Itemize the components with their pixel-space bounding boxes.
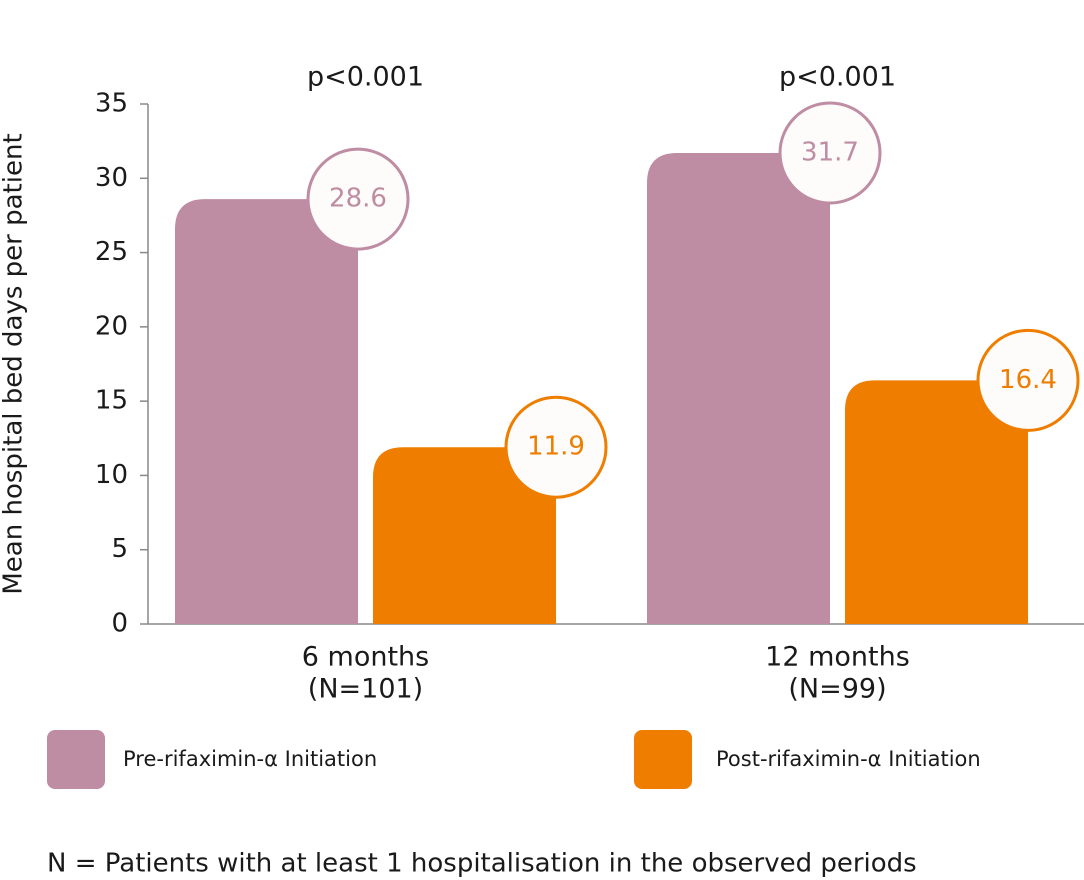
y-tick-label: 35 — [95, 89, 128, 119]
bar — [175, 199, 358, 625]
legend-label: Post-rifaximin-α Initiation — [716, 747, 981, 771]
y-axis-label: Mean hospital bed days per patient — [0, 133, 29, 594]
legend-label: Pre-rifaximin-α Initiation — [123, 747, 377, 771]
bar — [647, 153, 830, 624]
y-tick-label: 15 — [95, 386, 128, 416]
bar — [373, 447, 556, 624]
y-tick-label: 20 — [95, 311, 128, 341]
y-tick-label: 25 — [95, 237, 128, 267]
value-badge — [976, 328, 1080, 432]
value-badge — [778, 101, 882, 205]
legend-swatch — [47, 730, 105, 789]
value-label: 31.7 — [801, 138, 859, 168]
x-tick-note: (N=99) — [788, 674, 886, 705]
x-tick-label: 12 months — [765, 642, 910, 673]
y-tick-label: 0 — [111, 609, 128, 639]
annotation: p<0.001 — [779, 62, 896, 93]
annotation: p<0.001 — [307, 62, 424, 93]
value-label: 28.6 — [329, 184, 387, 214]
x-tick-note: (N=101) — [308, 674, 423, 705]
bar — [845, 380, 1028, 624]
y-tick-label: 30 — [95, 163, 128, 193]
y-tick-label: 10 — [95, 460, 128, 490]
legend-swatch — [634, 730, 692, 789]
footnote: N = Patients with at least 1 hospitalisa… — [47, 849, 917, 879]
x-tick-label: 6 months — [302, 642, 429, 673]
value-badge — [306, 147, 410, 251]
value-label: 11.9 — [527, 432, 585, 462]
y-tick-label: 5 — [111, 534, 128, 564]
value-label: 16.4 — [999, 365, 1057, 395]
value-badge — [504, 395, 608, 499]
